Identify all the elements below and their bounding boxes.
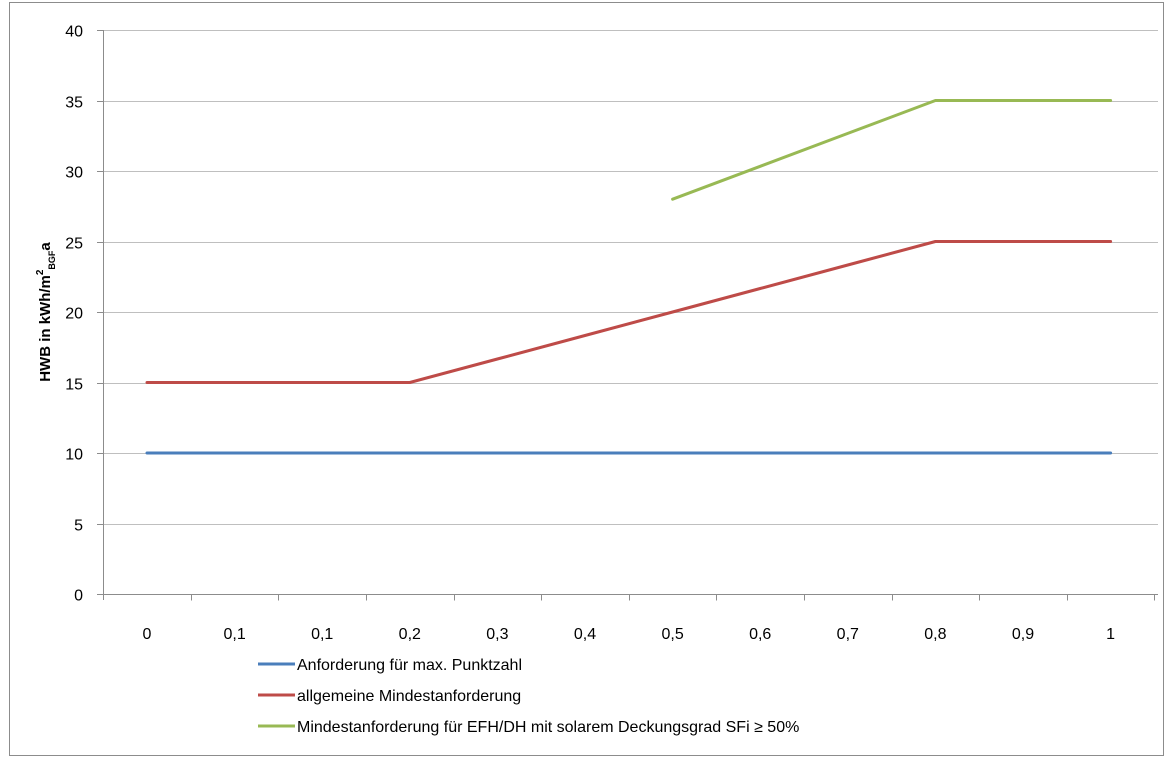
y-tick-label: 35 [65,95,83,112]
x-tick-label: 0,4 [574,626,596,643]
legend-item: Anforderung für max. Punktzahl [258,657,522,674]
legend-item: Mindestanforderung für EFH/DH mit solare… [258,719,799,736]
y-axis-title: HWB in kWh/m2BGFa [35,242,57,382]
x-tick-label: 0,8 [924,626,946,643]
y-tick-label: 40 [65,24,83,41]
legend: Anforderung für max. Punktzahl allgemeine… [258,657,799,736]
y-tick-label: 10 [65,447,83,464]
y-tick-label: 0 [74,588,83,605]
x-tick-label: 0,9 [1012,626,1034,643]
y-axis-title-group: HWB in kWh/m2BGFa [35,242,57,382]
x-tick-label: 0,7 [837,626,859,643]
x-tick-label: 0 [143,626,152,643]
x-tick-label: 0,5 [661,626,683,643]
y-tick-label: 20 [65,306,83,323]
series-line [145,240,1113,384]
y-tick-label: 30 [65,165,83,182]
series-2 [145,240,1113,384]
axes: 0 5 10 15 20 25 30 35 40 0 0,1 0,1 0,2 0,3 0,4 0,5 0,6 0,… [65,24,1158,643]
x-tick-label: 0,1 [223,626,245,643]
x-tick-label: 1 [1106,626,1115,643]
x-tick-label: 0,2 [399,626,421,643]
legend-label: allgemeine Mindestanforderung [297,688,521,705]
legend-label: Mindestanforderung für EFH/DH mit solare… [297,719,799,736]
plot-area [145,99,1113,455]
legend-item: allgemeine Mindestanforderung [258,688,521,705]
x-tick-label: 0,6 [749,626,771,643]
y-tick-label: 25 [65,236,83,253]
x-tick-label: 0,1 [311,626,333,643]
series-line [671,99,1113,201]
y-tick-label: 15 [65,377,83,394]
y-tick-label: 5 [74,518,83,535]
series-3 [671,99,1113,201]
legend-label: Anforderung für max. Punktzahl [297,657,522,674]
x-tick-label: 0,3 [486,626,508,643]
chart-border [9,2,1164,756]
